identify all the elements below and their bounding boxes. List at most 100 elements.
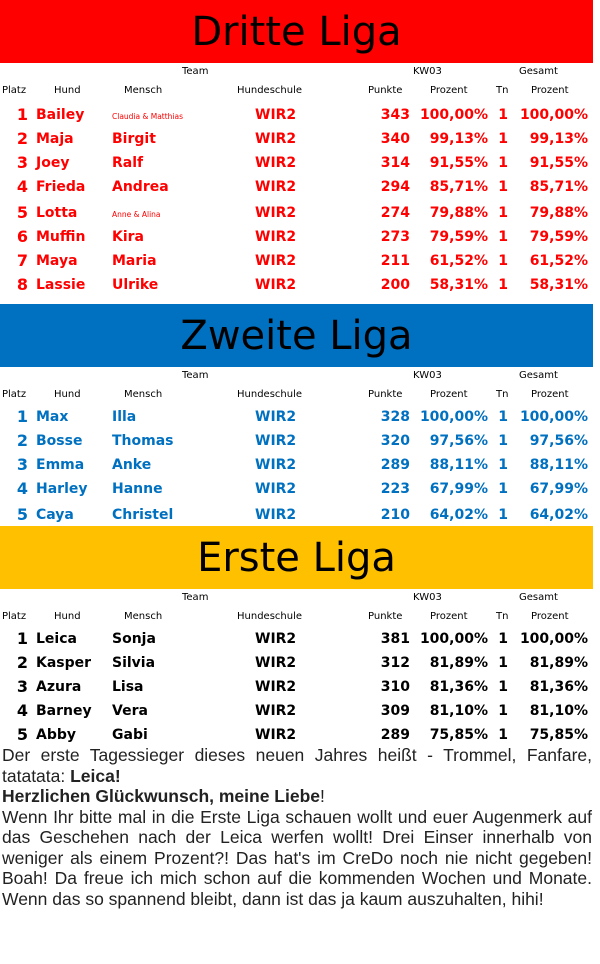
cell-tn: 1	[498, 229, 508, 245]
cell-dog: Bosse	[36, 433, 83, 449]
cell-school: WIR2	[255, 727, 297, 743]
col-tn: Tn	[496, 389, 509, 400]
cell-percent: 75,85%	[429, 727, 488, 743]
col-hund: Hund	[54, 85, 81, 96]
cell-percent: 81,10%	[429, 703, 488, 719]
cell-percent: 64,02%	[429, 507, 488, 523]
cell-human: Sonja	[112, 631, 156, 647]
cell-rank: 4	[16, 701, 28, 720]
table-row: 8 Lassie Ulrike WIR2 200 58,31% 1 58,31%	[0, 273, 593, 297]
cell-school: WIR2	[255, 457, 297, 473]
cell-human: Ralf	[112, 155, 144, 171]
cell-human: Maria	[112, 253, 157, 269]
cell-points: 381	[380, 631, 410, 647]
cell-tn: 1	[498, 507, 508, 523]
cell-school: WIR2	[255, 277, 297, 293]
cell-total: 100,00%	[519, 107, 588, 123]
cell-dog: Maja	[36, 131, 74, 147]
cell-points: 320	[380, 433, 410, 449]
cell-school: WIR2	[255, 481, 297, 497]
cell-dog: Max	[36, 409, 69, 425]
col-hundeschule: Hundeschule	[237, 611, 303, 622]
col-mensch: Mensch	[124, 611, 163, 622]
cell-school: WIR2	[255, 409, 297, 425]
cell-rank: 4	[16, 479, 28, 498]
cell-human: Christel	[112, 507, 174, 523]
cell-total: 79,88%	[529, 205, 588, 221]
table-row: 5 Lotta Anne & Alina WIR2 274 79,88% 1 7…	[0, 199, 593, 225]
table-row: 1 Max Illa WIR2 328 100,00% 1 100,00%	[0, 405, 593, 429]
cell-tn: 1	[498, 253, 508, 269]
cell-tn: 1	[498, 433, 508, 449]
announcement-paragraph-1: Der erste Tagessieger dieses neuen Jahre…	[2, 745, 592, 786]
cell-tn: 1	[498, 107, 508, 123]
group-header-week: KW03	[413, 592, 442, 603]
cell-total: 81,36%	[529, 679, 588, 695]
announcement-text: Der erste Tagessieger dieses neuen Jahre…	[2, 745, 592, 909]
cell-total: 75,85%	[529, 727, 588, 743]
table-row: 7 Maya Maria WIR2 211 61,52% 1 61,52%	[0, 249, 593, 273]
table-row: 2 Bosse Thomas WIR2 320 97,56% 1 97,56%	[0, 429, 593, 453]
cell-total: 88,11%	[529, 457, 588, 473]
col-prozent: Prozent	[430, 85, 468, 96]
group-header-total: Gesamt	[519, 66, 558, 77]
column-header-row: Platz Hund Mensch Hundeschule Punkte Pro…	[0, 82, 593, 101]
cell-points: 294	[380, 179, 410, 195]
cell-human: Anne & Alina	[112, 210, 161, 219]
cell-rank: 3	[16, 677, 28, 696]
cell-tn: 1	[498, 409, 508, 425]
col-mensch: Mensch	[124, 389, 163, 400]
cell-dog: Leica	[36, 631, 77, 647]
cell-rank: 5	[16, 725, 28, 744]
cell-human: Andrea	[112, 179, 169, 195]
cell-points: 273	[380, 229, 410, 245]
cell-dog: Lotta	[36, 205, 78, 221]
col-prozent-gesamt: Prozent	[531, 389, 569, 400]
table-row: 2 Maja Birgit WIR2 340 99,13% 1 99,13%	[0, 127, 593, 151]
announcement-intro: Der erste Tagessieger dieses neuen Jahre…	[2, 745, 592, 786]
cell-dog: Abby	[36, 727, 77, 743]
announcement-paragraph-3: Wenn Ihr bitte mal in die Erste Liga sch…	[2, 806, 592, 909]
cell-rank: 6	[16, 227, 28, 246]
col-hundeschule: Hundeschule	[237, 85, 303, 96]
col-tn: Tn	[496, 611, 509, 622]
congratulations-end: !	[320, 786, 325, 806]
cell-percent: 61,52%	[429, 253, 488, 269]
cell-points: 289	[380, 727, 410, 743]
cell-school: WIR2	[255, 679, 297, 695]
cell-human: Silvia	[112, 655, 156, 671]
cell-percent: 79,88%	[429, 205, 488, 221]
cell-percent: 81,36%	[429, 679, 488, 695]
cell-rank: 3	[16, 455, 28, 474]
cell-points: 314	[380, 155, 410, 171]
cell-total: 79,59%	[529, 229, 588, 245]
cell-total: 97,56%	[529, 433, 588, 449]
league-banner: Erste Liga	[0, 526, 593, 589]
cell-human: Illa	[112, 409, 137, 425]
column-header-row: Platz Hund Mensch Hundeschule Punkte Pro…	[0, 386, 593, 405]
cell-human: Thomas	[112, 433, 174, 449]
cell-points: 343	[380, 107, 410, 123]
cell-percent: 81,89%	[429, 655, 488, 671]
cell-human: Gabi	[112, 727, 148, 743]
cell-total: 67,99%	[529, 481, 588, 497]
group-header-team: Team	[182, 592, 209, 603]
group-header-week: KW03	[413, 370, 442, 381]
cell-total: 91,55%	[529, 155, 588, 171]
cell-tn: 1	[498, 679, 508, 695]
table-row: 4 Frieda Andrea WIR2 294 85,71% 1 85,71%	[0, 175, 593, 199]
cell-human: Lisa	[112, 679, 144, 695]
col-prozent-gesamt: Prozent	[531, 85, 569, 96]
league-title: Zweite Liga	[180, 312, 413, 359]
cell-percent: 85,71%	[429, 179, 488, 195]
congratulations: Herzlichen Glückwunsch, meine Liebe	[2, 786, 321, 806]
group-header-total: Gesamt	[519, 370, 558, 381]
cell-points: 289	[380, 457, 410, 473]
cell-rank: 8	[16, 275, 28, 294]
col-mensch: Mensch	[124, 85, 163, 96]
cell-points: 340	[380, 131, 410, 147]
cell-percent: 79,59%	[429, 229, 488, 245]
cell-tn: 1	[498, 277, 508, 293]
cell-school: WIR2	[255, 655, 297, 671]
group-header-row: Team KW03 Gesamt	[0, 589, 593, 608]
